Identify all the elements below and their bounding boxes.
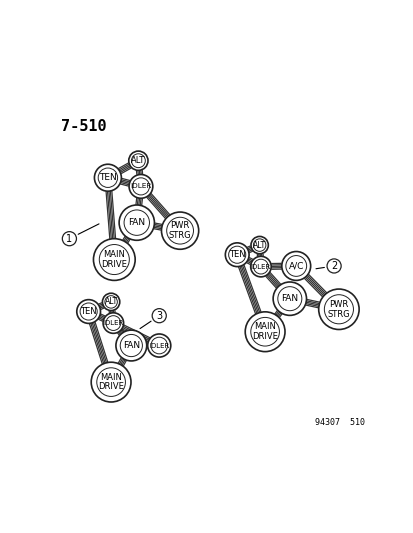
Circle shape <box>244 312 284 352</box>
Text: IDLER: IDLER <box>250 264 271 270</box>
Circle shape <box>225 243 249 266</box>
Circle shape <box>80 303 97 320</box>
Text: 1: 1 <box>66 233 72 244</box>
Text: IDLER: IDLER <box>130 183 151 189</box>
Text: PWR
STRG: PWR STRG <box>327 300 349 319</box>
Text: FAN: FAN <box>128 218 145 227</box>
Circle shape <box>318 289 358 329</box>
Circle shape <box>147 334 171 357</box>
Text: 94307  510: 94307 510 <box>314 418 364 427</box>
Circle shape <box>131 154 145 168</box>
Circle shape <box>166 217 193 244</box>
Circle shape <box>103 313 123 333</box>
Circle shape <box>93 239 135 280</box>
Circle shape <box>253 259 268 274</box>
Text: PWR
STRG: PWR STRG <box>169 221 191 240</box>
Circle shape <box>106 316 121 330</box>
Circle shape <box>273 282 306 316</box>
Circle shape <box>250 237 268 254</box>
Circle shape <box>128 151 148 171</box>
Text: 2: 2 <box>330 261 337 271</box>
Circle shape <box>250 318 279 346</box>
Circle shape <box>277 287 301 311</box>
Circle shape <box>281 252 310 280</box>
Text: IDLER: IDLER <box>149 343 169 349</box>
Text: TEN: TEN <box>99 173 116 182</box>
Text: A/C: A/C <box>288 262 303 270</box>
Circle shape <box>253 239 265 252</box>
Circle shape <box>102 293 119 311</box>
Circle shape <box>98 168 117 188</box>
Circle shape <box>285 255 306 276</box>
Text: ALT: ALT <box>252 240 266 249</box>
Circle shape <box>152 309 166 323</box>
Circle shape <box>104 296 117 308</box>
Circle shape <box>62 232 76 246</box>
Text: ALT: ALT <box>104 297 117 306</box>
Circle shape <box>132 178 149 195</box>
Circle shape <box>116 330 146 361</box>
Text: IDLER: IDLER <box>103 320 123 326</box>
Text: TEN: TEN <box>80 307 97 316</box>
Text: FAN: FAN <box>280 294 298 303</box>
Text: TEN: TEN <box>228 250 245 259</box>
Circle shape <box>120 334 142 357</box>
Circle shape <box>151 337 167 354</box>
Circle shape <box>323 295 353 324</box>
Text: FAN: FAN <box>123 341 140 350</box>
Circle shape <box>326 259 340 273</box>
Text: MAIN
DRIVE: MAIN DRIVE <box>98 373 124 391</box>
Text: 7-510: 7-510 <box>61 119 107 134</box>
Text: 3: 3 <box>156 311 162 321</box>
Circle shape <box>99 245 129 274</box>
Circle shape <box>119 205 154 240</box>
Circle shape <box>228 246 245 263</box>
Circle shape <box>97 368 125 397</box>
Circle shape <box>129 174 152 198</box>
Circle shape <box>91 362 131 402</box>
Circle shape <box>161 212 198 249</box>
Circle shape <box>76 300 100 324</box>
Text: MAIN
DRIVE: MAIN DRIVE <box>252 322 278 341</box>
Circle shape <box>124 210 149 236</box>
Text: ALT: ALT <box>131 156 145 165</box>
Circle shape <box>250 256 271 277</box>
Circle shape <box>94 164 121 191</box>
Text: MAIN
DRIVE: MAIN DRIVE <box>101 250 127 269</box>
